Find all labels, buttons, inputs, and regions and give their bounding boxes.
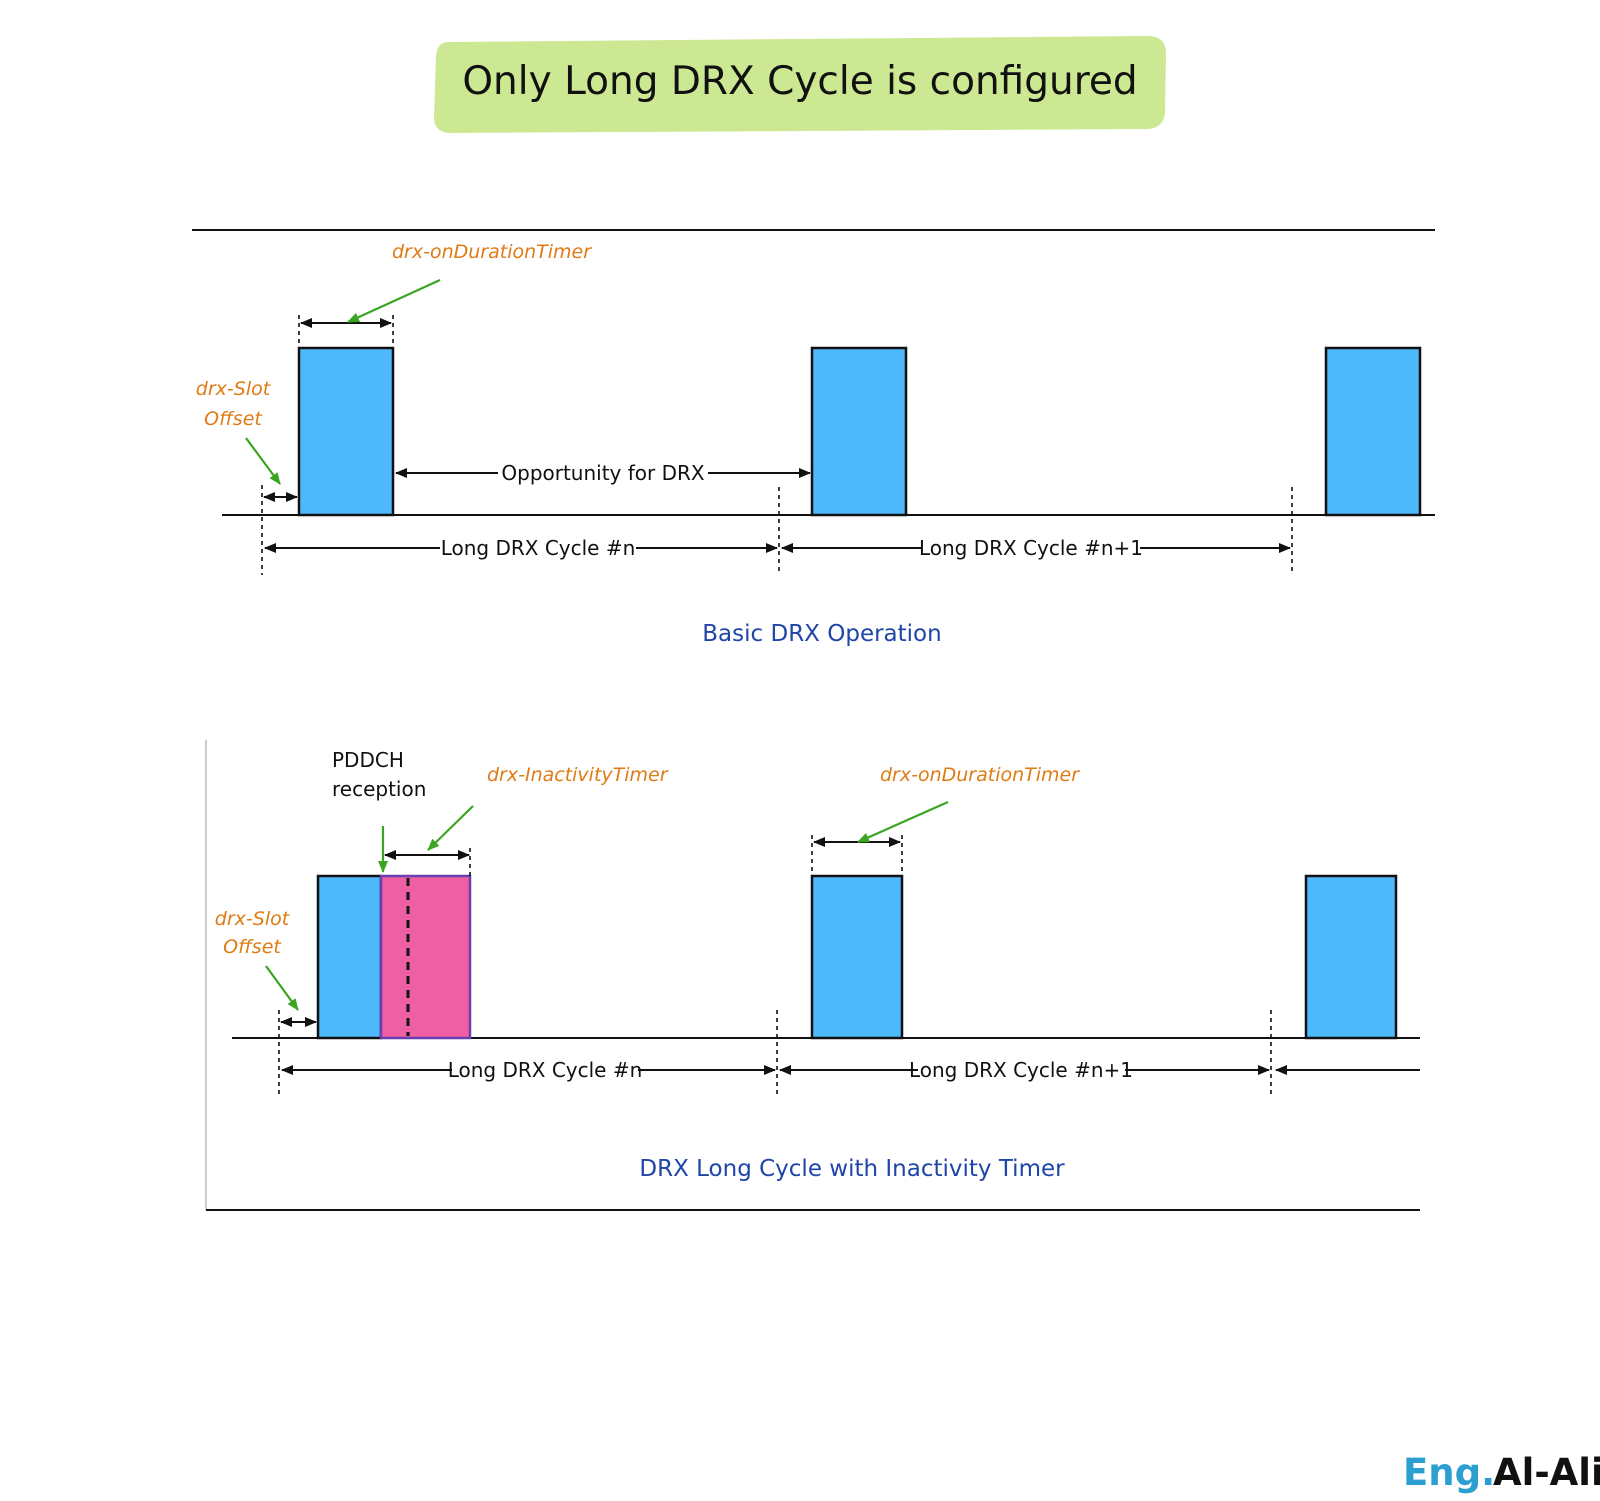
diagram-caption: DRX Long Cycle with Inactivity Timer (639, 1156, 1065, 1182)
slot-offset-label: drx-Slot (215, 908, 291, 930)
cycle-n1-label: Long DRX Cycle #n+1 (909, 1058, 1133, 1082)
pointer-arrow (245, 437, 281, 485)
brand-text-part2: Al-Ali (1493, 1451, 1600, 1494)
opportunity-label: Opportunity for DRX (501, 461, 705, 485)
cycle-n-label: Long DRX Cycle #n (448, 1058, 643, 1082)
cycle-n-label: Long DRX Cycle #n (441, 536, 636, 560)
on-duration-label: drx-onDurationTimer (880, 764, 1080, 786)
inactivity-label: drx-InactivityTimer (487, 764, 669, 786)
slot-offset-label: drx-Slot (196, 378, 272, 400)
slot-offset-label: Offset (204, 408, 263, 430)
pdcch-label: PDDCH (332, 748, 404, 772)
cycle-n1-label: Long DRX Cycle #n+1 (919, 536, 1143, 560)
slot-offset-label: Offset (223, 936, 282, 958)
on-duration-block (297, 346, 395, 517)
diagram-caption: Basic DRX Operation (702, 621, 941, 647)
title-highlight (434, 36, 1166, 133)
pointer-arrow (427, 805, 474, 851)
pointer-arrow (265, 965, 299, 1011)
page-title: Only Long DRX Cycle is configured (462, 59, 1137, 104)
diagram-inactivity-timer: PDDCH reception drx-InactivityTimer drx-… (205, 740, 1420, 1211)
on-duration-block (810, 874, 904, 1040)
brand-text-part1: Eng. (1403, 1451, 1495, 1494)
diagram-basic-drx: drx-onDurationTimer drx-Slot Offset Oppo… (192, 229, 1435, 647)
on-duration-label: drx-onDurationTimer (392, 241, 592, 263)
on-duration-block (1304, 874, 1398, 1040)
brand-logo: Eng. Al-Ali (1403, 1451, 1600, 1494)
title-banner: Only Long DRX Cycle is configured (434, 36, 1166, 133)
on-duration-block (810, 346, 908, 517)
pointer-arrow (857, 800, 949, 844)
inactivity-block (379, 874, 472, 1040)
pointer-arrow (347, 278, 441, 324)
on-duration-block (1324, 346, 1422, 517)
pdcch-label: reception (332, 777, 426, 801)
on-duration-block (316, 874, 383, 1040)
